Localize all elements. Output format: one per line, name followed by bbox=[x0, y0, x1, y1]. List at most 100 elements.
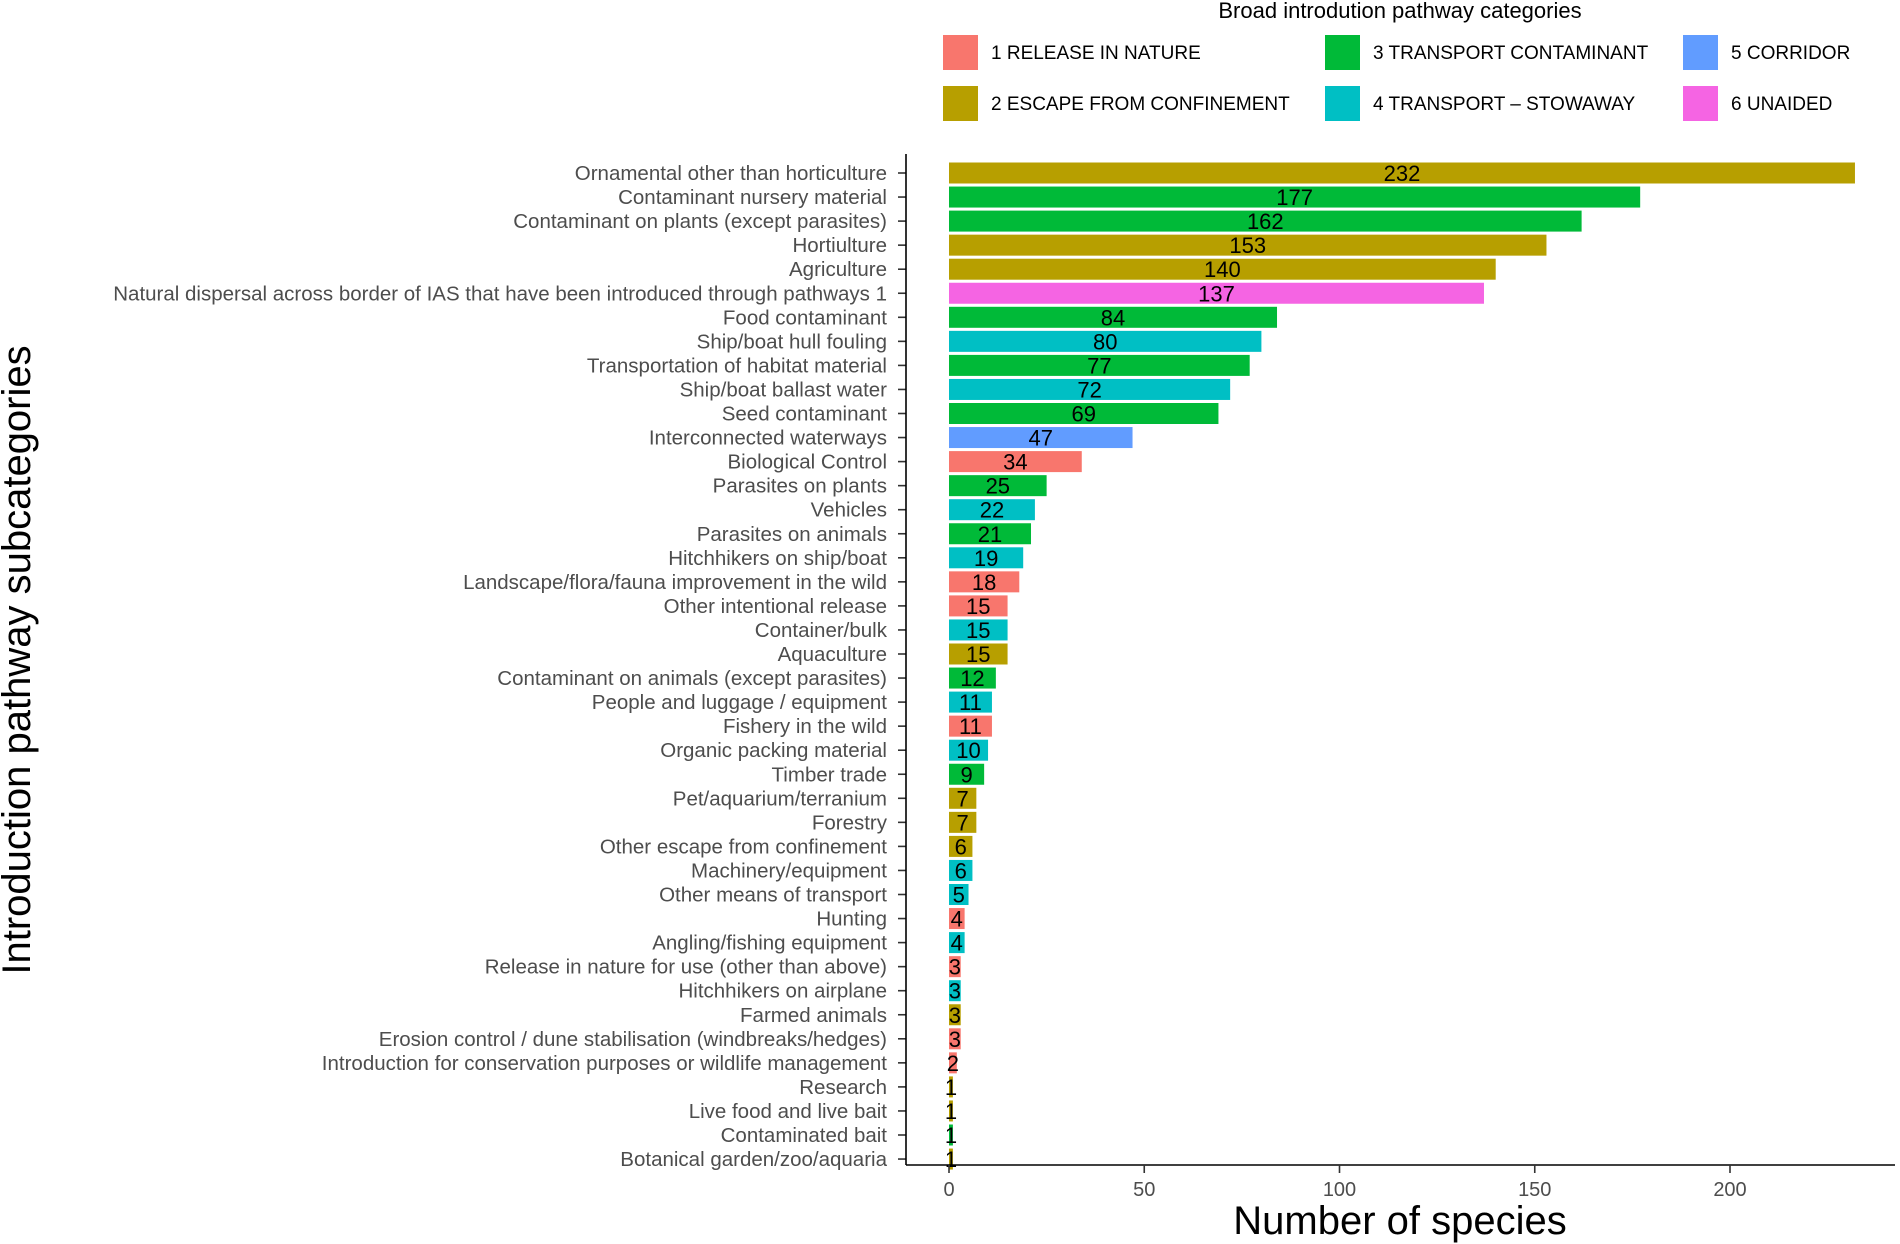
category-label: Biological Control bbox=[727, 451, 887, 474]
legend-label: 6 UNAIDED bbox=[1731, 94, 1832, 115]
value-label: 4 bbox=[951, 931, 963, 956]
category-label: Hunting bbox=[816, 908, 887, 931]
category-label: Interconnected waterways bbox=[649, 427, 887, 450]
bar bbox=[949, 884, 969, 905]
value-label: 1 bbox=[945, 1099, 957, 1124]
value-label: 21 bbox=[978, 522, 1002, 547]
bar bbox=[949, 427, 1133, 449]
value-label: 1 bbox=[945, 1075, 957, 1100]
category-label: Release in nature for use (other than ab… bbox=[485, 956, 887, 979]
category-label: Forestry bbox=[812, 811, 888, 834]
category-label: Vehicles bbox=[811, 499, 887, 522]
value-label: 18 bbox=[972, 570, 996, 595]
bar bbox=[949, 739, 989, 761]
value-label: 2 bbox=[947, 1051, 959, 1076]
bar bbox=[949, 210, 1582, 232]
value-label: 3 bbox=[949, 979, 961, 1004]
bar bbox=[949, 354, 1250, 376]
bar bbox=[949, 1124, 953, 1146]
legend-swatch bbox=[1325, 86, 1360, 121]
category-label: Organic packing material bbox=[660, 739, 887, 762]
category-label: Angling/fishing equipment bbox=[652, 932, 887, 955]
category-label: Landscape/flora/fauna improvement in the… bbox=[463, 571, 887, 594]
x-tick-label: 0 bbox=[943, 1179, 954, 1201]
value-label: 11 bbox=[959, 714, 982, 739]
bar bbox=[949, 715, 992, 737]
category-label: Parasites on plants bbox=[713, 475, 887, 498]
x-tick-label: 200 bbox=[1713, 1179, 1746, 1201]
y-axis-title: Introduction pathway subcategories bbox=[0, 345, 39, 974]
bar bbox=[949, 234, 1547, 256]
legend-swatch bbox=[943, 35, 978, 70]
bar bbox=[949, 1100, 953, 1122]
category-label: Ornamental other than horticulture bbox=[575, 162, 887, 185]
bar bbox=[949, 499, 1035, 521]
value-label: 34 bbox=[1003, 450, 1027, 475]
category-label: Ship/boat ballast water bbox=[680, 378, 888, 401]
category-label: Aquaculture bbox=[778, 643, 887, 666]
bar bbox=[949, 378, 1231, 400]
bar bbox=[949, 908, 965, 930]
bar bbox=[949, 835, 973, 857]
category-label: Contaminant nursery material bbox=[618, 186, 887, 209]
bar bbox=[949, 667, 996, 689]
category-label: Food contaminant bbox=[723, 306, 887, 329]
value-label: 6 bbox=[955, 858, 967, 883]
category-label: Fishery in the wild bbox=[723, 715, 887, 738]
bar bbox=[949, 523, 1032, 545]
bar bbox=[949, 932, 965, 954]
x-tick-label: 150 bbox=[1518, 1179, 1551, 1201]
x-axis-title: Number of species bbox=[1233, 1199, 1566, 1243]
category-label: Hortiulture bbox=[792, 234, 887, 257]
bar bbox=[949, 643, 1008, 665]
legend-swatch bbox=[1325, 35, 1360, 70]
x-tick-label: 50 bbox=[1133, 1179, 1155, 1201]
value-label: 140 bbox=[1204, 257, 1241, 282]
value-label: 47 bbox=[1029, 426, 1053, 451]
bar bbox=[949, 1052, 957, 1074]
category-label: Seed contaminant bbox=[722, 403, 888, 426]
legend-label: 5 CORRIDOR bbox=[1731, 43, 1850, 64]
legend-swatch bbox=[1683, 86, 1718, 121]
value-label: 5 bbox=[953, 883, 965, 908]
category-label: Machinery/equipment bbox=[691, 859, 887, 882]
category-label: Introduction for conservation purposes o… bbox=[322, 1052, 887, 1075]
value-label: 1 bbox=[945, 1123, 957, 1148]
category-label: Contaminant on plants (except parasites) bbox=[513, 210, 887, 233]
bar bbox=[949, 403, 1219, 424]
category-label: Agriculture bbox=[789, 258, 887, 281]
bar bbox=[949, 306, 1278, 328]
bar bbox=[949, 475, 1047, 497]
bar bbox=[949, 162, 1855, 184]
value-label: 232 bbox=[1384, 161, 1421, 186]
value-labels: 2321771621531401378480777269473425222119… bbox=[945, 161, 1421, 1172]
bar bbox=[949, 691, 992, 713]
category-label: Other means of transport bbox=[659, 884, 887, 907]
bar bbox=[949, 547, 1024, 569]
value-label: 137 bbox=[1198, 281, 1235, 306]
value-label: 77 bbox=[1087, 353, 1111, 378]
bar bbox=[949, 619, 1008, 641]
bars bbox=[949, 162, 1855, 1170]
bar bbox=[949, 186, 1641, 208]
bar bbox=[949, 451, 1082, 473]
legend-swatch bbox=[943, 86, 978, 121]
value-label: 11 bbox=[959, 690, 982, 715]
bar bbox=[949, 763, 985, 785]
value-label: 3 bbox=[949, 1003, 961, 1028]
category-label: Contaminated bait bbox=[721, 1124, 888, 1147]
legend-label: 1 RELEASE IN NATURE bbox=[991, 43, 1201, 64]
value-label: 6 bbox=[955, 834, 967, 859]
value-label: 4 bbox=[951, 907, 963, 932]
category-label: Hitchhikers on airplane bbox=[678, 980, 887, 1003]
legend-label: 2 ESCAPE FROM CONFINEMENT bbox=[991, 94, 1290, 115]
category-label: Ship/boat hull fouling bbox=[697, 330, 887, 353]
bar bbox=[949, 330, 1262, 352]
category-label: Hitchhikers on ship/boat bbox=[668, 547, 887, 570]
value-label: 72 bbox=[1077, 377, 1101, 402]
value-label: 80 bbox=[1093, 329, 1117, 354]
value-label: 3 bbox=[949, 955, 961, 980]
category-label: Live food and live bait bbox=[689, 1100, 888, 1123]
category-label: Research bbox=[799, 1076, 887, 1099]
